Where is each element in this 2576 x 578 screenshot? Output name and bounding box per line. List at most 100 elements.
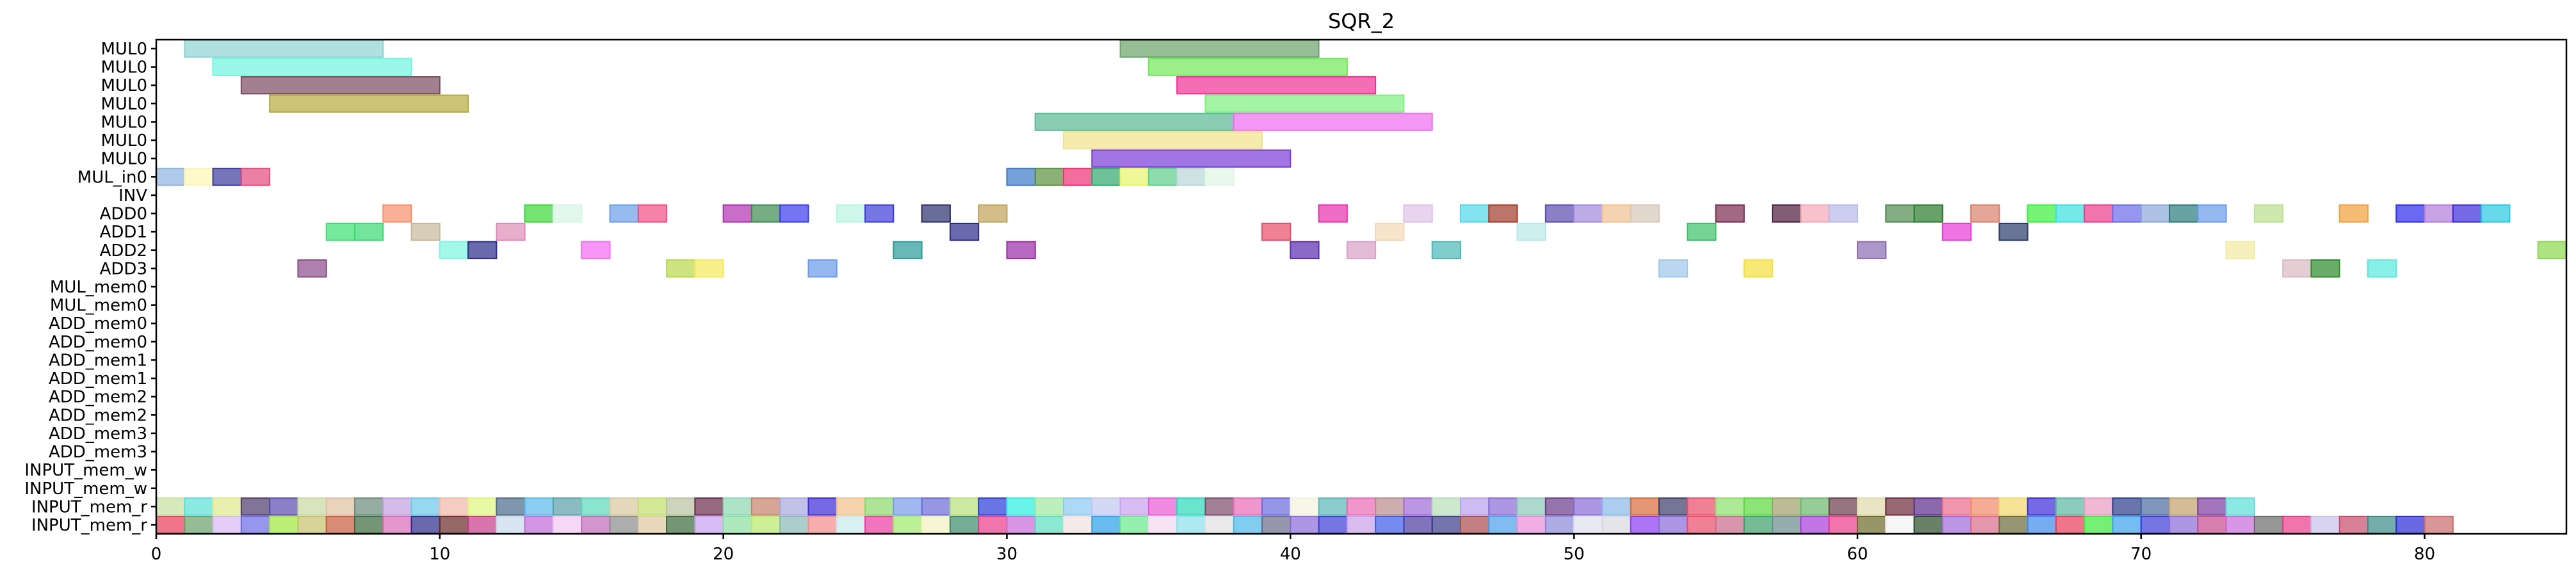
input-mem-block: [2253, 515, 2284, 534]
input-mem-block: [949, 497, 980, 516]
bars-layer: [156, 39, 2567, 278]
gantt-bar: [1375, 222, 1405, 241]
input-mem-block: [1573, 497, 1603, 516]
gantt-bar: [1743, 259, 1774, 278]
input-mem-block: [666, 497, 696, 516]
input-mem-block: [1743, 515, 1774, 534]
y-tick-label: ADD_mem1: [49, 369, 147, 389]
input-mem-block: [1998, 497, 2029, 516]
gantt-bar: [1403, 204, 1433, 223]
input-mem-block: [2055, 497, 2086, 516]
input-mem-block: [2395, 515, 2426, 534]
input-mem-block: [1147, 497, 1178, 516]
gantt-bar: [1119, 39, 1320, 58]
gantt-bar: [722, 204, 752, 223]
input-mem-block: [325, 497, 355, 516]
x-tick-label: 10: [429, 545, 450, 564]
input-mem-block: [1318, 497, 1348, 516]
x-tick-label: 60: [1847, 545, 1868, 564]
input-mem-block: [949, 515, 980, 534]
gantt-bar: [949, 222, 980, 241]
y-tick-label: INPUT_mem_r: [31, 497, 147, 517]
input-mem-block: [156, 497, 186, 516]
gantt-bar: [240, 168, 271, 186]
y-tick-label: INPUT_mem_w: [24, 479, 147, 499]
y-tick-label: MUL0: [101, 150, 148, 169]
input-mem-block: [1772, 515, 1802, 534]
input-mem-block: [666, 515, 696, 534]
input-mem-block: [353, 497, 384, 516]
gantt-bar: [1715, 204, 1745, 223]
gantt-bar: [2197, 204, 2227, 223]
input-mem-block: [1885, 515, 1915, 534]
gantt-bar: [1034, 168, 1065, 186]
input-mem-block: [1743, 497, 1774, 516]
y-tick-label: MUL0: [101, 95, 148, 114]
input-mem-block: [779, 497, 809, 516]
input-mem-block: [893, 515, 923, 534]
input-mem-block: [864, 497, 895, 516]
gantt-bar: [2310, 259, 2340, 278]
input-mem-block: [750, 497, 781, 516]
y-tick-label: ADD_mem1: [49, 351, 147, 370]
gantt-bar: [1006, 241, 1036, 259]
gantt-bar: [1573, 204, 1603, 223]
y-tick-label: INV: [118, 186, 147, 205]
input-mem-block: [609, 515, 639, 534]
input-mem-block: [240, 497, 271, 516]
input-mem-block: [2338, 515, 2369, 534]
input-mem-block: [2424, 515, 2454, 534]
gantt-bar: [1318, 204, 1348, 223]
input-mem-block: [496, 497, 526, 516]
gantt-bar: [353, 222, 384, 241]
gantt-bar: [1091, 168, 1121, 186]
input-mem-block: [1119, 497, 1149, 516]
x-tick-label: 50: [1564, 545, 1585, 564]
gantt-bar: [184, 39, 384, 58]
input-mem-block: [1630, 515, 1660, 534]
input-mem-block: [496, 515, 526, 534]
y-tick-label: MUL_mem0: [50, 296, 147, 316]
input-mem-block: [212, 515, 242, 534]
gantt-bar: [2253, 204, 2284, 223]
input-mem-block: [1687, 497, 1717, 516]
input-mem-block: [1544, 497, 1575, 516]
input-mem-block: [1233, 497, 1263, 516]
x-tick-label: 20: [713, 545, 734, 564]
gantt-bar: [184, 168, 214, 186]
input-mem-block: [1516, 515, 1546, 534]
input-mem-block: [1715, 515, 1745, 534]
input-mem-block: [1346, 497, 1377, 516]
input-mem-block: [212, 497, 242, 516]
input-mem-block: [864, 515, 895, 534]
input-mem-block: [2225, 515, 2255, 534]
gantt-bar: [864, 204, 895, 223]
input-mem-block: [1147, 515, 1178, 534]
y-tick-label: ADD_mem2: [49, 406, 147, 425]
input-mem-block: [1204, 497, 1235, 516]
input-mem-block: [382, 497, 412, 516]
gantt-bar: [382, 204, 412, 223]
input-mem-block: [1091, 515, 1121, 534]
input-mem-block: [297, 515, 327, 534]
input-mem-block: [1034, 515, 1065, 534]
gantt-bar: [269, 94, 469, 113]
gantt-bar: [1176, 76, 1377, 95]
gantt-bar: [2027, 204, 2057, 223]
input-mem-block: [1970, 515, 2000, 534]
gantt-bar: [1544, 204, 1575, 223]
input-mem-block: [1800, 515, 1830, 534]
input-mem-block: [1261, 497, 1292, 516]
gantt-bar: [1204, 94, 1405, 113]
input-mem-block: [1941, 497, 1972, 516]
input-mem-block: [1601, 497, 1632, 516]
input-mem-block: [410, 515, 441, 534]
input-mem-block: [552, 497, 583, 516]
input-mem-block: [1176, 515, 1206, 534]
gantt-bar: [1828, 204, 1858, 223]
input-mem-block: [467, 497, 498, 516]
gantt-bar: [1063, 131, 1263, 150]
input-mem-block: [1885, 497, 1915, 516]
gantt-bar: [2367, 259, 2397, 278]
